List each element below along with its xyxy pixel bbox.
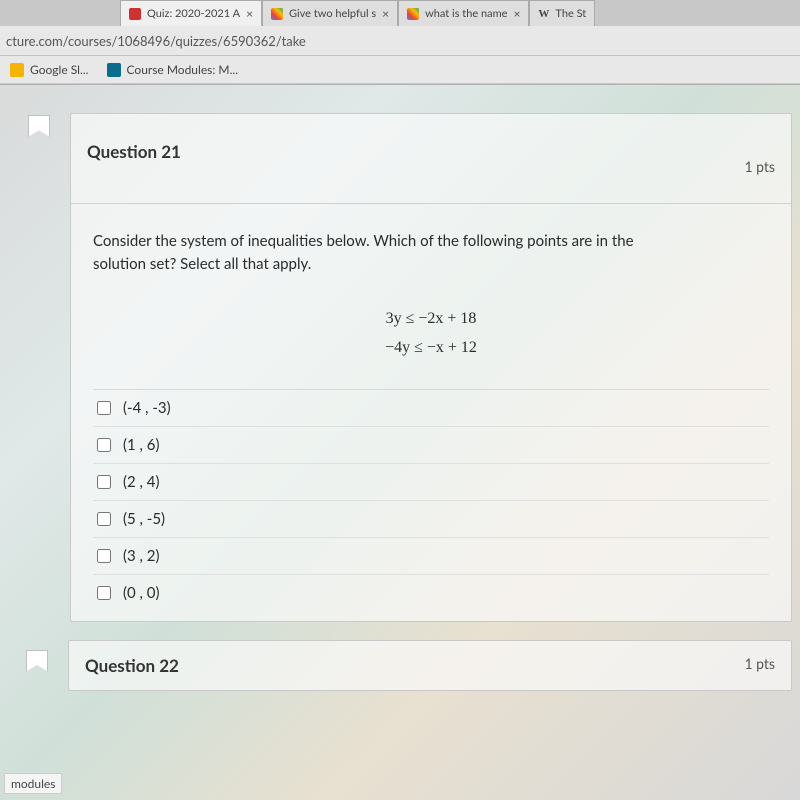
slides-icon xyxy=(10,63,24,77)
browser-chrome: Quiz: 2020-2021 A × Give two helpful s ×… xyxy=(0,0,800,85)
tab-google-2[interactable]: what is the name × xyxy=(398,0,529,26)
answer-option[interactable]: (-4 , -3) xyxy=(93,390,769,427)
bookmark-label: Google Sl... xyxy=(30,62,89,77)
next-question-card: Question 22 1 pts xyxy=(68,640,792,691)
address-bar[interactable]: cture.com/courses/1068496/quizzes/659036… xyxy=(0,26,800,56)
close-icon[interactable]: × xyxy=(513,6,520,21)
wikipedia-icon: W xyxy=(538,8,549,20)
tab-label: Quiz: 2020-2021 A xyxy=(147,7,240,20)
answer-label: (0 , 0) xyxy=(123,584,160,602)
bookmark-ribbon-icon[interactable] xyxy=(26,650,48,672)
tab-label: Give two helpful s xyxy=(289,7,376,20)
answer-label: (5 , -5) xyxy=(123,510,165,528)
answer-checkbox[interactable] xyxy=(97,549,111,563)
tab-label: what is the name xyxy=(425,7,507,20)
question-title: Question 22 xyxy=(85,655,179,676)
modules-icon xyxy=(107,63,121,77)
prompt-line: Consider the system of inequalities belo… xyxy=(93,232,634,250)
question-body: Consider the system of inequalities belo… xyxy=(71,204,791,621)
answer-option[interactable]: (0 , 0) xyxy=(93,575,769,611)
equation-1: 3y ≤ −2x + 18 xyxy=(93,305,769,334)
url-text: cture.com/courses/1068496/quizzes/659036… xyxy=(6,33,306,49)
answer-checkbox[interactable] xyxy=(97,401,111,415)
eq-op: ≤ xyxy=(406,310,415,327)
prompt-line: solution set? Select all that apply. xyxy=(93,255,311,273)
bookmark-google-slides[interactable]: Google Sl... xyxy=(10,62,89,77)
question-card: Question 21 1 pts Consider the system of… xyxy=(70,113,792,622)
question-header: Question 21 1 pts xyxy=(71,114,791,204)
bookmark-ribbon-icon[interactable] xyxy=(28,115,50,137)
eq-rhs: −x + 12 xyxy=(427,339,477,356)
answer-label: (1 , 6) xyxy=(123,436,160,454)
answer-label: (3 , 2) xyxy=(123,547,160,565)
equation-2: −4y ≤ −x + 12 xyxy=(93,334,769,363)
answer-label: (2 , 4) xyxy=(123,473,160,491)
next-question-row: Question 22 1 pts xyxy=(28,640,800,691)
eq-lhs: 3y xyxy=(386,310,402,327)
close-icon[interactable]: × xyxy=(382,6,389,21)
bookmarks-bar: Google Sl... Course Modules: M... xyxy=(0,56,800,84)
question-points: 1 pts xyxy=(744,158,775,175)
answer-checkbox[interactable] xyxy=(97,586,111,600)
tab-quiz[interactable]: Quiz: 2020-2021 A × xyxy=(120,0,262,26)
answer-list: (-4 , -3) (1 , 6) (2 , 4) (5 , -5) xyxy=(93,389,769,611)
answer-label: (-4 , -3) xyxy=(123,399,171,417)
question-points: 1 pts xyxy=(744,655,775,676)
answer-option[interactable]: (3 , 2) xyxy=(93,538,769,575)
question-prompt: Consider the system of inequalities belo… xyxy=(93,230,769,275)
close-icon[interactable]: × xyxy=(246,6,253,21)
tab-wikipedia[interactable]: W The St xyxy=(529,0,595,26)
canvas-icon xyxy=(129,8,141,20)
question-title: Question 21 xyxy=(87,141,181,162)
eq-lhs: −4y xyxy=(385,339,410,356)
bookmark-label: Course Modules: M... xyxy=(127,62,239,77)
answer-option[interactable]: (2 , 4) xyxy=(93,464,769,501)
answer-option[interactable]: (1 , 6) xyxy=(93,427,769,464)
google-icon xyxy=(407,8,419,20)
answer-option[interactable]: (5 , -5) xyxy=(93,501,769,538)
answer-checkbox[interactable] xyxy=(97,512,111,526)
tab-strip: Quiz: 2020-2021 A × Give two helpful s ×… xyxy=(0,0,800,26)
equations-block: 3y ≤ −2x + 18 −4y ≤ −x + 12 xyxy=(93,305,769,363)
tab-label: The St xyxy=(555,7,586,20)
quiz-content: Question 21 1 pts Consider the system of… xyxy=(0,85,800,691)
eq-op: ≤ xyxy=(414,339,423,356)
answer-checkbox[interactable] xyxy=(97,438,111,452)
tab-google-1[interactable]: Give two helpful s × xyxy=(262,0,398,26)
answer-checkbox[interactable] xyxy=(97,475,111,489)
google-icon xyxy=(271,8,283,20)
modules-chip[interactable]: modules xyxy=(4,773,62,794)
eq-rhs: −2x + 18 xyxy=(418,310,476,327)
bookmark-course-modules[interactable]: Course Modules: M... xyxy=(107,62,239,77)
